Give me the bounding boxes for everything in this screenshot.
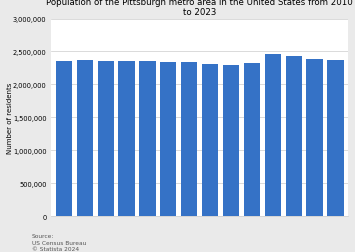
Bar [244, 64, 260, 216]
Bar [119, 61, 135, 216]
Bar [160, 62, 176, 216]
Bar [223, 66, 239, 216]
Bar [265, 55, 281, 216]
Bar [181, 63, 197, 216]
Text: Source:
US Census Bureau
© Statista 2024: Source: US Census Bureau © Statista 2024 [32, 233, 86, 251]
Y-axis label: Number of residents: Number of residents [7, 82, 13, 153]
Bar [306, 60, 323, 216]
Bar [327, 61, 344, 216]
Title: Population of the Pittsburgh metro area in the United States from 2010 to 2023: Population of the Pittsburgh metro area … [46, 0, 353, 17]
Bar [56, 62, 72, 216]
Bar [98, 61, 114, 216]
Bar [202, 65, 218, 216]
Bar [77, 61, 93, 216]
Bar [139, 62, 155, 216]
Bar [285, 57, 302, 216]
